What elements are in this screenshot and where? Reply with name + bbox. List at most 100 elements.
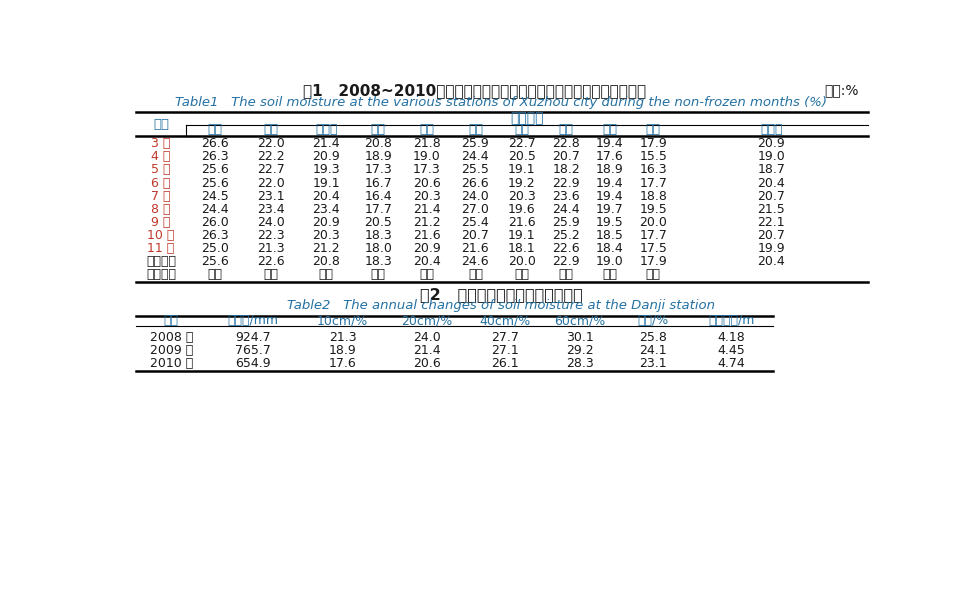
Text: 城岗: 城岗 xyxy=(601,123,617,136)
Text: 20.9: 20.9 xyxy=(312,150,339,164)
Text: 高房集: 高房集 xyxy=(315,123,337,136)
Text: 20.3: 20.3 xyxy=(413,190,440,202)
Text: 21.4: 21.4 xyxy=(413,344,440,357)
Text: 丰县: 丰县 xyxy=(207,123,222,136)
Text: Table2   The annual changes of soil moisture at the Danji station: Table2 The annual changes of soil moistu… xyxy=(288,299,715,312)
Text: 4.74: 4.74 xyxy=(717,357,744,370)
Text: 24.5: 24.5 xyxy=(200,190,228,202)
Text: 25.9: 25.9 xyxy=(461,137,489,150)
Text: 27.7: 27.7 xyxy=(491,331,518,344)
Text: 24.0: 24.0 xyxy=(461,190,489,202)
Text: 18.9: 18.9 xyxy=(364,150,391,164)
Text: 24.1: 24.1 xyxy=(639,344,666,357)
Text: 4.45: 4.45 xyxy=(717,344,744,357)
Text: 10 月: 10 月 xyxy=(148,229,175,242)
Text: 26.3: 26.3 xyxy=(200,229,228,242)
Text: 25.5: 25.5 xyxy=(461,164,489,176)
Text: 22.0: 22.0 xyxy=(257,137,285,150)
Text: 25.0: 25.0 xyxy=(200,242,228,255)
Text: 40cm/%: 40cm/% xyxy=(479,314,530,327)
Text: 21.5: 21.5 xyxy=(757,202,784,216)
Text: 26.1: 26.1 xyxy=(491,357,518,370)
Text: 25.8: 25.8 xyxy=(639,331,666,344)
Text: 8 月: 8 月 xyxy=(152,202,171,216)
Text: 21.3: 21.3 xyxy=(257,242,285,255)
Text: 25.9: 25.9 xyxy=(552,216,579,229)
Text: 汉王: 汉王 xyxy=(419,123,434,136)
Text: 4.18: 4.18 xyxy=(717,331,744,344)
Text: 18.7: 18.7 xyxy=(757,164,784,176)
Text: 654.9: 654.9 xyxy=(235,357,270,370)
Text: 20.6: 20.6 xyxy=(413,176,440,190)
Text: 平均/%: 平均/% xyxy=(637,314,668,327)
Text: 21.8: 21.8 xyxy=(413,137,440,150)
Text: 27.1: 27.1 xyxy=(491,344,518,357)
Text: 新安: 新安 xyxy=(645,123,660,136)
Text: 20.7: 20.7 xyxy=(461,229,489,242)
Text: 20.3: 20.3 xyxy=(312,229,339,242)
Text: 降雨量/mm: 降雨量/mm xyxy=(227,314,278,327)
Text: 20.5: 20.5 xyxy=(364,216,391,229)
Text: 17.6: 17.6 xyxy=(329,357,356,370)
Text: 20.8: 20.8 xyxy=(312,255,339,268)
Text: 21.4: 21.4 xyxy=(312,137,339,150)
Text: 20.0: 20.0 xyxy=(508,255,535,268)
Text: 26.6: 26.6 xyxy=(200,137,228,150)
Text: 24.0: 24.0 xyxy=(257,216,285,229)
Text: 20.0: 20.0 xyxy=(639,216,666,229)
Text: 19.0: 19.0 xyxy=(413,150,440,164)
Text: 17.9: 17.9 xyxy=(639,255,666,268)
Text: 平均值: 平均值 xyxy=(759,123,781,136)
Text: 20.4: 20.4 xyxy=(413,255,440,268)
Text: 22.9: 22.9 xyxy=(552,255,579,268)
Text: 2009 年: 2009 年 xyxy=(150,344,193,357)
Text: 砂土: 砂土 xyxy=(319,268,333,282)
Text: 16.3: 16.3 xyxy=(639,164,666,176)
Text: 18.3: 18.3 xyxy=(364,229,391,242)
Text: 19.7: 19.7 xyxy=(596,202,623,216)
Text: Table1   The soil moisture at the various stations of Xuzhou city during the non: Table1 The soil moisture at the various … xyxy=(175,97,826,109)
Text: 22.7: 22.7 xyxy=(508,137,535,150)
Text: 19.1: 19.1 xyxy=(508,229,535,242)
Text: 17.9: 17.9 xyxy=(639,137,666,150)
Text: 18.3: 18.3 xyxy=(364,255,391,268)
Text: 25.4: 25.4 xyxy=(461,216,489,229)
Text: 17.5: 17.5 xyxy=(639,242,666,255)
Text: 24.4: 24.4 xyxy=(200,202,228,216)
Text: 20.7: 20.7 xyxy=(552,150,579,164)
Text: 16.7: 16.7 xyxy=(364,176,391,190)
Text: 60cm/%: 60cm/% xyxy=(554,314,605,327)
Text: 25.6: 25.6 xyxy=(200,164,228,176)
Text: 19.5: 19.5 xyxy=(596,216,623,229)
Text: 17.3: 17.3 xyxy=(364,164,391,176)
Text: 26.6: 26.6 xyxy=(461,176,489,190)
Text: 20.4: 20.4 xyxy=(312,190,339,202)
Text: 24.4: 24.4 xyxy=(552,202,579,216)
Text: 20.5: 20.5 xyxy=(508,150,535,164)
Text: 20.7: 20.7 xyxy=(757,229,784,242)
Text: 20.4: 20.4 xyxy=(757,255,784,268)
Text: 敬安: 敬安 xyxy=(371,123,385,136)
Text: 22.0: 22.0 xyxy=(257,176,285,190)
Text: 时程: 时程 xyxy=(153,118,169,131)
Text: 9 月: 9 月 xyxy=(152,216,170,229)
Text: 宋楼: 宋楼 xyxy=(263,123,279,136)
Text: 潜水埋深/m: 潜水埋深/m xyxy=(708,314,754,327)
Text: 砂土: 砂土 xyxy=(513,268,529,282)
Text: 765.7: 765.7 xyxy=(235,344,270,357)
Text: 29.2: 29.2 xyxy=(565,344,594,357)
Text: 17.6: 17.6 xyxy=(596,150,623,164)
Text: 19.4: 19.4 xyxy=(596,137,623,150)
Text: 20.9: 20.9 xyxy=(312,216,339,229)
Text: 20.8: 20.8 xyxy=(364,137,391,150)
Text: 23.1: 23.1 xyxy=(639,357,666,370)
Text: 10cm/%: 10cm/% xyxy=(317,314,368,327)
Text: 双沟: 双沟 xyxy=(558,123,573,136)
Text: 砂土: 砂土 xyxy=(601,268,617,282)
Text: 25.6: 25.6 xyxy=(200,255,228,268)
Text: 19.6: 19.6 xyxy=(508,202,535,216)
Text: 22.7: 22.7 xyxy=(257,164,285,176)
Text: 16.4: 16.4 xyxy=(364,190,391,202)
Text: 22.6: 22.6 xyxy=(257,255,285,268)
Text: 18.4: 18.4 xyxy=(596,242,623,255)
